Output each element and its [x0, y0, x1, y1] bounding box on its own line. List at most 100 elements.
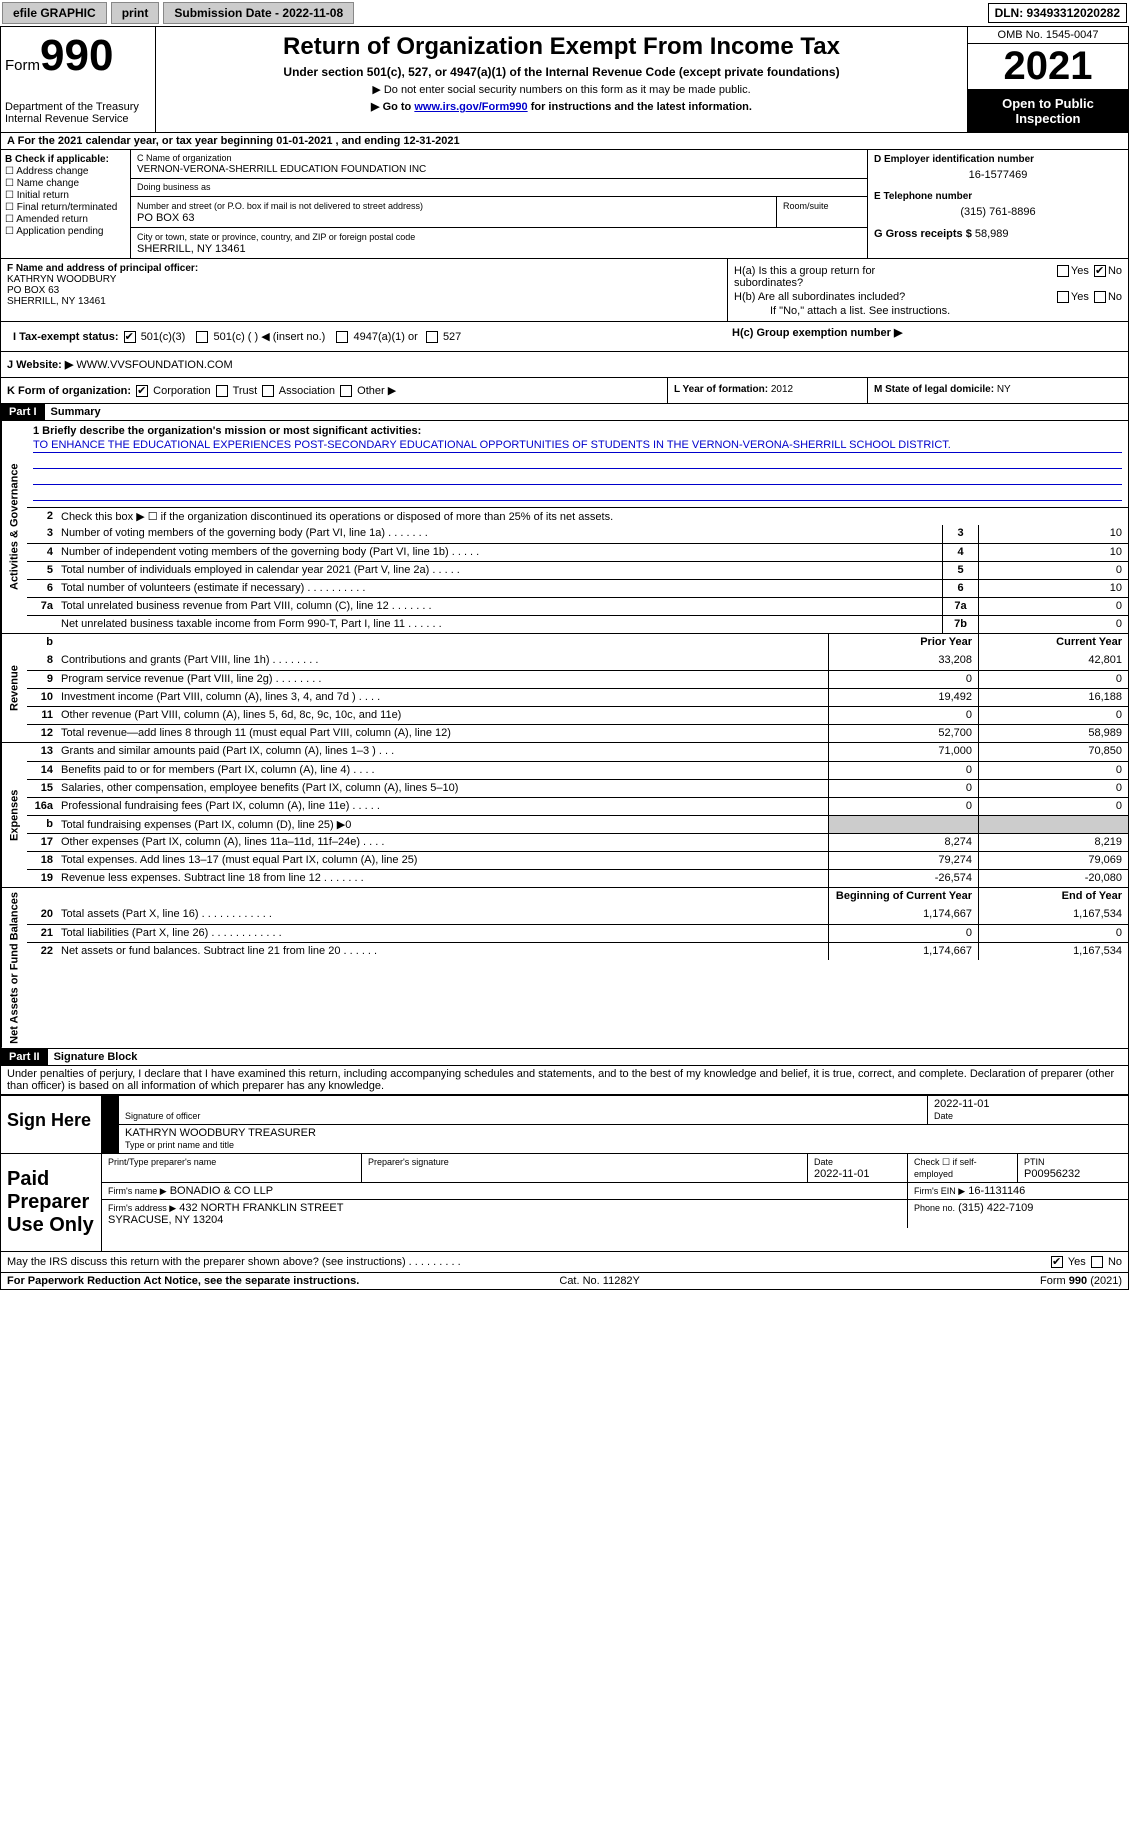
- tax-status-label: I Tax-exempt status:: [13, 331, 119, 343]
- arrow-icon-2: [101, 1125, 119, 1153]
- mission-blank-3: [33, 487, 1122, 501]
- hb-no-checkbox[interactable]: [1094, 291, 1106, 303]
- year-formation-val: 2012: [771, 384, 793, 395]
- form-header: Form990 Department of the Treasury Inter…: [1, 27, 1128, 133]
- preparer-block: Paid Preparer Use Only Print/Type prepar…: [1, 1154, 1128, 1252]
- city-box: City or town, state or province, country…: [131, 228, 867, 258]
- gross-receipts: G Gross receipts $ 58,989: [874, 228, 1122, 240]
- preparer-cells: Print/Type preparer's name Preparer's si…: [101, 1154, 1128, 1251]
- gov-line: 6Total number of volunteers (estimate if…: [27, 579, 1128, 597]
- ha-no-checkbox[interactable]: [1094, 265, 1106, 277]
- hb-note: If "No," attach a list. See instructions…: [734, 305, 1122, 317]
- part-1-title: Summary: [45, 404, 107, 420]
- section-m: M State of legal domicile: NY: [868, 378, 1128, 403]
- opt-pending: Application pending: [16, 226, 103, 237]
- mission-blank-2: [33, 471, 1122, 485]
- prep-print-label: Print/Type preparer's name: [108, 1157, 216, 1167]
- may-irs-yes[interactable]: [1051, 1256, 1063, 1268]
- col-end: End of Year: [978, 888, 1128, 906]
- irs-link[interactable]: www.irs.gov/Form990: [414, 101, 527, 113]
- firm-name-label: Firm's name ▶: [108, 1186, 167, 1196]
- form-title: Return of Organization Exempt From Incom…: [162, 33, 961, 61]
- section-b-label: B Check if applicable:: [5, 154, 109, 165]
- mission-block: 1 Briefly describe the organization's mi…: [27, 421, 1128, 507]
- state-label: M State of legal domicile:: [874, 384, 994, 395]
- opt-address: Address change: [16, 166, 88, 177]
- hb-yes-checkbox[interactable]: [1057, 291, 1069, 303]
- chk-address-change[interactable]: ☐ Address change: [5, 166, 126, 177]
- dept-treasury: Department of the Treasury Internal Reve…: [5, 101, 151, 125]
- summary-gov: Activities & Governance 1 Briefly descri…: [1, 421, 1128, 634]
- firm-addr-label: Firm's address ▶: [108, 1203, 176, 1213]
- org-name-box: C Name of organization VERNON-VERONA-SHE…: [131, 150, 867, 179]
- street-box: Number and street (or P.O. box if mail i…: [131, 197, 867, 228]
- may-yes-text: Yes: [1068, 1256, 1086, 1268]
- prep-phone: (315) 422-7109: [958, 1202, 1033, 1214]
- may-irs-no[interactable]: [1091, 1256, 1103, 1268]
- ptin-value: P00956232: [1024, 1168, 1080, 1180]
- gov-line: 7aTotal unrelated business revenue from …: [27, 597, 1128, 615]
- ha-yes-checkbox[interactable]: [1057, 265, 1069, 277]
- section-d: D Employer identification number 16-1577…: [868, 150, 1128, 258]
- section-j: J Website: ▶ WWW.VVSFOUNDATION.COM: [1, 352, 1128, 378]
- calendar-year-line: A For the 2021 calendar year, or tax yea…: [1, 133, 1128, 150]
- sign-here-label: Sign Here: [1, 1096, 101, 1153]
- no-text-2: No: [1108, 291, 1122, 303]
- chk-assoc[interactable]: [262, 385, 274, 397]
- footer: For Paperwork Reduction Act Notice, see …: [1, 1273, 1128, 1289]
- chk-pending[interactable]: ☐ Application pending: [5, 226, 126, 237]
- sign-cells: Signature of officer 2022-11-01Date KATH…: [101, 1096, 1128, 1153]
- print-button[interactable]: print: [111, 2, 160, 24]
- col-beg: Beginning of Current Year: [828, 888, 978, 906]
- chk-trust[interactable]: [216, 385, 228, 397]
- chk-corp[interactable]: [136, 385, 148, 397]
- section-f-label: F Name and address of principal officer:: [7, 263, 198, 274]
- opt-name: Name change: [17, 178, 79, 189]
- corp-text: Corporation: [153, 385, 210, 397]
- line-2: 2 Check this box ▶ ☐ if the organization…: [27, 507, 1128, 525]
- opt-amended: Amended return: [16, 214, 88, 225]
- row-f-h: F Name and address of principal officer:…: [1, 259, 1128, 322]
- chk-amended[interactable]: ☐ Amended return: [5, 214, 126, 225]
- section-i: I Tax-exempt status: 501(c)(3) 501(c) ( …: [7, 326, 722, 347]
- chk-initial-return[interactable]: ☐ Initial return: [5, 190, 126, 201]
- section-k: K Form of organization: Corporation Trus…: [1, 378, 668, 403]
- rev-lines: b Prior Year Current Year 8Contributions…: [27, 634, 1128, 742]
- chk-final-return[interactable]: ☐ Final return/terminated: [5, 202, 126, 213]
- yes-text-2: Yes: [1071, 291, 1089, 303]
- phone-value: (315) 761-8896: [874, 206, 1122, 218]
- phone-label: E Telephone number: [874, 191, 1122, 202]
- chk-other[interactable]: [340, 385, 352, 397]
- chk-501c3[interactable]: [124, 331, 136, 343]
- officer-city: SHERRILL, NY 13461: [7, 296, 106, 307]
- signer-name-label: Type or print name and title: [125, 1140, 234, 1150]
- city-label: City or town, state or province, country…: [137, 232, 415, 242]
- chk-501c[interactable]: [196, 331, 208, 343]
- gov-line: 3Number of voting members of the governi…: [27, 525, 1128, 543]
- table-row: 18Total expenses. Add lines 13–17 (must …: [27, 851, 1128, 869]
- mission-blank-1: [33, 455, 1122, 469]
- section-hc: H(c) Group exemption number ▶: [722, 326, 1122, 347]
- cal-year-text: For the 2021 calendar year, or tax year …: [18, 135, 460, 147]
- chk-527[interactable]: [426, 331, 438, 343]
- submission-date: Submission Date - 2022-11-08: [163, 2, 354, 24]
- table-row: 12Total revenue—add lines 8 through 11 (…: [27, 724, 1128, 742]
- efile-label: efile GRAPHIC: [2, 2, 107, 24]
- chk-name-change[interactable]: ☐ Name change: [5, 178, 126, 189]
- street-value: PO BOX 63: [137, 212, 194, 224]
- chk-4947[interactable]: [336, 331, 348, 343]
- prep-row-2: Firm's name ▶ BONADIO & CO LLP Firm's EI…: [102, 1183, 1128, 1200]
- may-no-text: No: [1108, 1256, 1122, 1268]
- gross-label: G Gross receipts $: [874, 228, 972, 240]
- section-b: B Check if applicable: ☐ Address change …: [1, 150, 131, 258]
- part-2-badge: Part II: [1, 1049, 48, 1065]
- gov-lines: 1 Briefly describe the organization's mi…: [27, 421, 1128, 633]
- sign-here-block: Sign Here Signature of officer 2022-11-0…: [1, 1095, 1128, 1154]
- year-formation-label: L Year of formation:: [674, 384, 768, 395]
- submission-date-label: Submission Date -: [174, 6, 282, 20]
- street-label: Number and street (or P.O. box if mail i…: [137, 201, 423, 211]
- 527-text: 527: [443, 331, 461, 343]
- preparer-label: Paid Preparer Use Only: [1, 1154, 101, 1251]
- table-row: 15Salaries, other compensation, employee…: [27, 779, 1128, 797]
- 501c-text: 501(c) ( ) ◀ (insert no.): [214, 331, 326, 343]
